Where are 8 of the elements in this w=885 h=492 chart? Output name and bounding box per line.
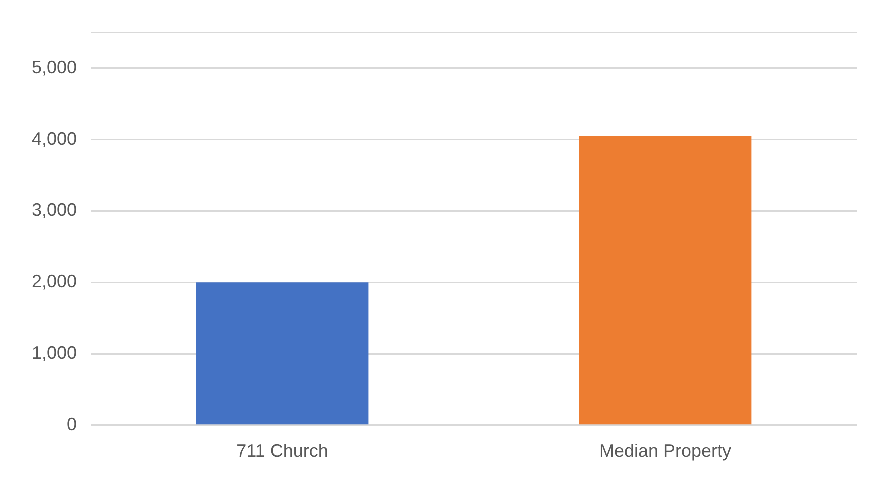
y-tick-label: 2,000 (32, 272, 78, 292)
y-tick-label: 0 (67, 414, 78, 434)
x-tick-label: Median Property (599, 441, 732, 462)
x-tick-label: 711 Church (236, 441, 328, 462)
y-tick-label: 3,000 (32, 200, 78, 220)
y-tick-label: 5,000 (32, 57, 78, 78)
y-tick-label: 4,000 (32, 128, 78, 149)
y-tick-label: 1,000 (32, 342, 78, 363)
